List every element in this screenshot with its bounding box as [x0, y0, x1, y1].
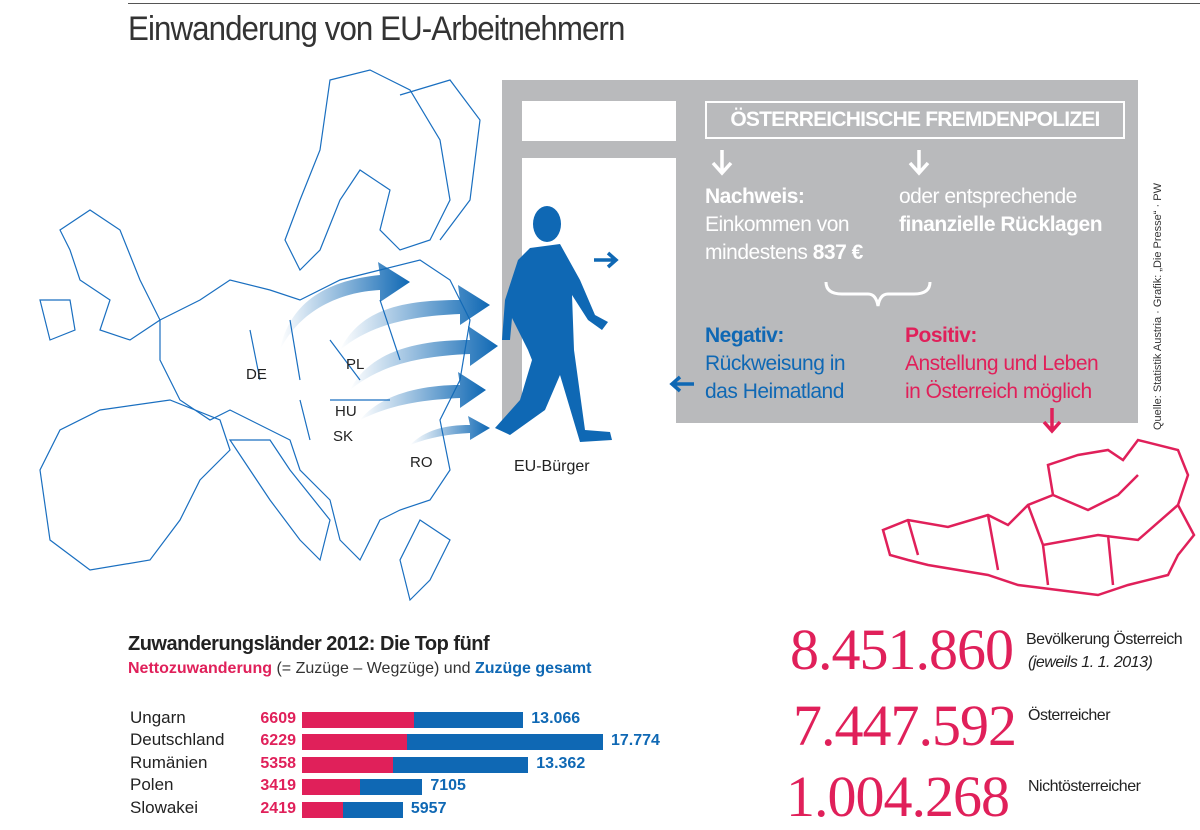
total-value-label: 13.362 — [536, 754, 586, 772]
negative-heading: Negativ: — [705, 324, 784, 347]
option-income-prefix: mindestens — [705, 241, 808, 264]
bar-net — [302, 734, 408, 751]
option-income-line1: Einkommen von — [705, 213, 850, 236]
negative-outcome: Negativ: Rückweisung in das Heimatland — [705, 322, 846, 406]
country-code-ro: RO — [410, 454, 433, 471]
map-outline — [39, 69, 481, 602]
migration-arrows — [280, 262, 498, 445]
arrow-left-icon — [669, 375, 694, 393]
negative-line1: Rückweisung in — [705, 352, 846, 375]
category-label: Slowakei — [130, 797, 199, 817]
positive-line1: Anstellung und Leben — [905, 352, 1099, 375]
income-amount: 837 € — [812, 241, 864, 264]
positive-outcome: Positiv: Anstellung und Leben in Österre… — [905, 322, 1099, 406]
positive-heading: Positiv: — [905, 324, 977, 347]
option-savings-line2: finanzielle Rücklagen — [899, 213, 1103, 236]
net-value-label: 6229 — [260, 732, 296, 750]
person-walking-icon — [495, 206, 612, 442]
arrow-de — [280, 262, 410, 350]
europe-map — [39, 69, 498, 602]
arrow-hu1 — [350, 326, 498, 390]
country-code-pl: PL — [346, 356, 365, 373]
country-code-hu: HU — [335, 403, 357, 420]
arrow-pl — [340, 285, 490, 350]
option-income-heading: Nachweis: — [705, 185, 805, 208]
bar-total — [359, 779, 423, 796]
arrow-hu2 — [360, 372, 486, 420]
bar-total — [392, 756, 529, 773]
curly-brace-icon — [824, 281, 932, 307]
top-rule — [128, 3, 1200, 4]
category-label: Ungarn — [130, 708, 186, 727]
austria-map — [881, 438, 1196, 597]
country-code-de: DE — [246, 366, 267, 383]
option-savings: oder entsprechende finanzielle Rücklagen — [899, 183, 1103, 239]
option-income: Nachweis: Einkommen von mindestens 837 € — [705, 183, 863, 267]
total-value-label: 5957 — [410, 799, 447, 817]
population-foreigners-label: Nichtösterreicher — [1028, 778, 1141, 795]
arrow-down-icon — [711, 150, 733, 176]
population-austrians: 7.447.592 — [793, 693, 1017, 758]
category-label: Rumänien — [130, 752, 208, 772]
legend-net: Nettozuwanderung — [128, 660, 272, 677]
arrow-down-icon — [908, 150, 930, 176]
bar-net — [302, 779, 360, 796]
category-label: Polen — [130, 775, 174, 795]
arrow-right-icon — [594, 251, 619, 269]
positive-line2: in Österreich möglich — [905, 380, 1092, 403]
legend-middle: (= Zuzüge – Wegzüge) und — [276, 660, 471, 677]
total-value-label: 17.774 — [611, 732, 660, 750]
chart-title: Zuwanderungsländer 2012: Die Top fünf — [128, 633, 490, 655]
arrow-ro — [410, 416, 490, 445]
bar-total — [342, 801, 403, 818]
bar-total — [413, 712, 524, 728]
total-value-label: 13.066 — [531, 710, 581, 727]
population-note: (jeweils 1. 1. 2013) — [1028, 654, 1153, 671]
net-value-label: 5358 — [260, 754, 296, 772]
negative-line2: das Heimatland — [705, 380, 844, 403]
total-value-label: 7105 — [430, 777, 466, 795]
source-credit: Quelle: Statistik Austria · Grafik: „Die… — [1152, 183, 1164, 430]
population-austrians-label: Österreicher — [1028, 707, 1111, 724]
legend-total: Zuzüge gesamt — [474, 660, 592, 677]
net-value-label: 2419 — [260, 799, 296, 817]
option-savings-line1: oder entsprechende — [899, 185, 1077, 208]
bar-net — [302, 756, 393, 773]
chart-legend: Nettozuwanderung (= Zuzüge – Wegzüge) un… — [128, 660, 591, 678]
bar-total — [407, 734, 603, 751]
arrow-down-pink-icon — [1042, 408, 1062, 434]
door-transom — [522, 101, 676, 141]
net-value-label: 3419 — [260, 777, 296, 795]
authority-box: ÖSTERREICHISCHE FREMDENPOLIZEI — [705, 101, 1125, 139]
population-total: 8.451.860 — [790, 617, 1014, 682]
bar-net — [302, 712, 414, 728]
country-code-sk: SK — [333, 428, 354, 445]
category-label: Deutschland — [130, 730, 225, 750]
bar-net — [302, 801, 343, 818]
population-total-label: Bevölkerung Österreich — [1026, 631, 1183, 648]
eu-citizen-label: EU-Bürger — [514, 458, 590, 475]
page-title: Einwanderung von EU-Arbeitnehmern — [128, 10, 625, 48]
population-foreigners: 1.004.268 — [786, 764, 1010, 829]
net-value-label: 6609 — [260, 710, 296, 727]
